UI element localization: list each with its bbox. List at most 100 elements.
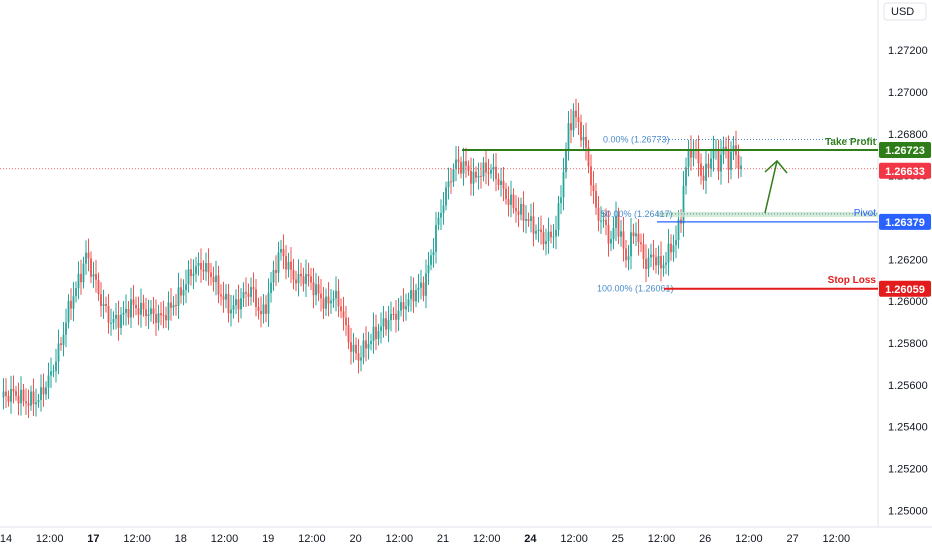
candle-body [670, 243, 672, 253]
candle-body [32, 391, 35, 405]
candle-body [140, 302, 142, 315]
candle-body [142, 302, 145, 310]
candle-body [630, 232, 632, 257]
candle-body [227, 293, 230, 314]
pivot-zone [657, 211, 878, 217]
candle-body [427, 264, 430, 274]
candle-body [702, 175, 705, 181]
candle-body [322, 298, 325, 309]
x-tick-label: 12:00 [298, 533, 326, 545]
fib-label-100: 100.00% (1.26061) [597, 283, 674, 293]
candle-body [667, 243, 670, 263]
candle-body [610, 238, 612, 244]
candle-body [497, 179, 500, 185]
x-tick-label: 25 [612, 533, 624, 545]
candle-body [170, 302, 172, 308]
candle-body [5, 391, 7, 396]
candle-body [330, 300, 332, 304]
candle-body [97, 279, 100, 295]
candle-body [652, 254, 655, 258]
candle-body [535, 231, 537, 234]
candle-body [527, 219, 530, 222]
x-tick-label: 19 [262, 533, 274, 545]
candle-body [377, 330, 380, 340]
current-price-tag [879, 162, 931, 179]
target-arrow-line [764, 160, 778, 214]
candle-body [25, 401, 27, 404]
x-tick-label: 24 [524, 533, 537, 545]
candle-body [367, 343, 370, 349]
candle-body [162, 315, 165, 317]
candle-body [115, 314, 117, 319]
y-tick-label: 1.27200 [888, 45, 928, 57]
candle-body [70, 300, 72, 309]
candle-body [545, 241, 547, 245]
candle-body [240, 298, 242, 310]
candle-body [447, 181, 450, 188]
candle-body [202, 269, 205, 272]
candle-body [345, 317, 347, 326]
candle-body [730, 151, 732, 170]
candle-body [17, 395, 20, 404]
y-tick-label: 1.25400 [888, 422, 928, 434]
candle-body [522, 203, 525, 221]
candle-body [300, 273, 302, 277]
candle-body [425, 273, 427, 296]
candle-body [422, 282, 425, 296]
candle-body [407, 299, 410, 307]
candle-body [615, 215, 617, 228]
candle-body [590, 166, 592, 186]
candle-body [10, 388, 12, 402]
candle-body [677, 219, 680, 241]
candle-body [577, 117, 580, 123]
candle-body [432, 251, 435, 256]
candle-body [435, 224, 437, 252]
pivot-value: 1.26379 [885, 217, 925, 229]
candle-body [657, 256, 660, 266]
candle-body [707, 163, 710, 169]
candle-body [267, 293, 270, 314]
candle-body [192, 273, 195, 276]
candle-body [537, 229, 540, 232]
candle-body [655, 257, 657, 266]
candle-body [550, 231, 552, 238]
candle-body [675, 240, 677, 246]
candle-body [42, 387, 45, 395]
y-tick-label: 1.25600 [888, 380, 928, 392]
candle-body [405, 306, 407, 310]
candle-body [662, 264, 665, 269]
candle-body [290, 261, 292, 270]
take-profit-label: Take Profit [825, 137, 877, 148]
x-tick-label: 12:00 [211, 533, 239, 545]
candle-body [732, 145, 735, 152]
candle-body [460, 162, 462, 174]
candle-body [22, 389, 25, 402]
candle-body [665, 262, 667, 265]
candle-body [395, 314, 397, 320]
candle-body [685, 167, 687, 186]
candle-body [255, 289, 257, 308]
candle-body [172, 304, 175, 308]
candle-body [327, 296, 330, 304]
candle-body [357, 353, 360, 361]
x-tick-label: 12:00 [648, 533, 676, 545]
candle-body [210, 272, 212, 278]
candle-body [540, 229, 542, 232]
candle-body [285, 255, 287, 270]
candle-body [682, 185, 685, 224]
candle-body [557, 203, 560, 230]
candle-body [232, 305, 235, 310]
candle-body [570, 123, 572, 131]
candle-body [335, 290, 337, 299]
candle-body [187, 269, 190, 285]
candle-body [272, 269, 275, 283]
candle-body [247, 293, 250, 297]
candle-body [455, 159, 457, 169]
candle-body [155, 314, 157, 323]
candle-body [490, 169, 492, 174]
candle-body [15, 391, 17, 396]
currency-label: USD [891, 6, 914, 18]
candle-body [207, 263, 210, 273]
